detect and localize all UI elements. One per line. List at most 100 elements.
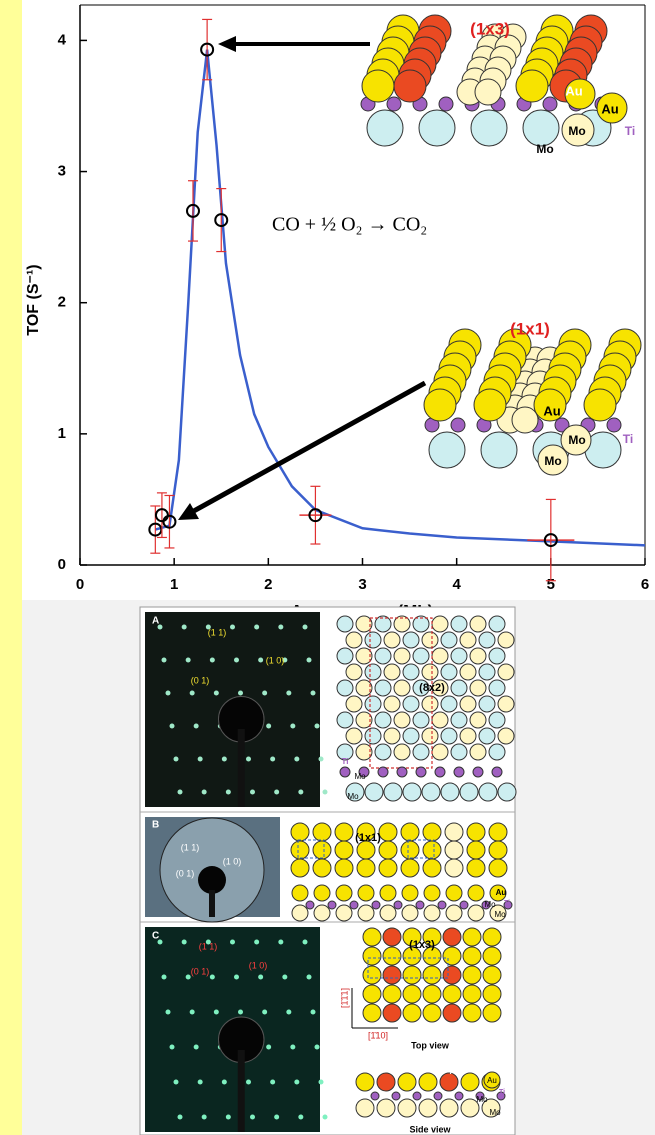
atom — [290, 840, 310, 860]
atom — [423, 388, 457, 422]
atom — [291, 884, 309, 902]
leed-spot — [201, 789, 207, 795]
atom — [402, 1003, 422, 1023]
label: Au — [565, 83, 582, 98]
leed-spot — [213, 1009, 219, 1015]
y-tick-label: 0 — [58, 556, 66, 573]
atom — [537, 444, 569, 476]
atom — [362, 1003, 382, 1023]
atom — [357, 884, 375, 902]
atom — [422, 965, 442, 985]
atom — [482, 984, 502, 1004]
atom — [412, 711, 430, 729]
atom — [422, 858, 442, 878]
atom — [473, 388, 507, 422]
atom — [459, 727, 477, 745]
atom — [383, 695, 401, 713]
atom — [377, 766, 389, 778]
atom — [444, 840, 464, 860]
atom — [418, 1072, 438, 1092]
atom — [466, 858, 486, 878]
atom — [376, 1072, 396, 1092]
atom — [533, 388, 567, 422]
leed-spot — [205, 939, 211, 945]
atom — [400, 858, 420, 878]
atom — [402, 782, 422, 802]
atom — [422, 1003, 442, 1023]
label: Mo — [484, 900, 496, 909]
leed-spot — [278, 624, 284, 630]
atom — [482, 927, 502, 947]
label: B — [152, 820, 159, 831]
atom — [467, 904, 485, 922]
atom — [440, 631, 458, 649]
x-tick-label: 1 — [170, 576, 178, 593]
label: Ti — [504, 900, 510, 907]
atom — [439, 1072, 459, 1092]
atom — [415, 766, 427, 778]
leed-spot — [262, 690, 268, 696]
atom — [497, 695, 515, 713]
label: Mo — [476, 1095, 488, 1104]
atom — [431, 615, 449, 633]
atom — [440, 695, 458, 713]
atom — [336, 679, 354, 697]
atom — [374, 679, 392, 697]
atom — [488, 840, 508, 860]
atom — [345, 727, 363, 745]
atom — [554, 417, 570, 433]
y-axis-label: TOF (S⁻¹) — [25, 264, 42, 335]
atom — [379, 904, 397, 922]
leed-spot — [189, 1009, 195, 1015]
label: Mo — [536, 142, 553, 156]
leed-spot — [298, 789, 304, 795]
atom — [362, 927, 382, 947]
atom — [402, 695, 420, 713]
label: Ti — [499, 1089, 505, 1096]
atom — [422, 984, 442, 1004]
arrowhead — [218, 36, 236, 52]
label: C — [152, 931, 159, 942]
atom — [459, 900, 469, 910]
atom — [312, 858, 332, 878]
leed-spot — [310, 1009, 316, 1015]
leed-spot — [157, 624, 163, 630]
atom — [462, 946, 482, 966]
leed-spot — [165, 1009, 171, 1015]
label: (1 0) — [266, 655, 285, 665]
atom — [355, 679, 373, 697]
atom — [422, 822, 442, 842]
leed-spot — [250, 789, 255, 795]
atom — [511, 406, 539, 434]
leed-spot — [209, 657, 215, 663]
atom — [453, 766, 465, 778]
leed-spot — [201, 1114, 207, 1120]
atom — [431, 711, 449, 729]
atom — [450, 615, 468, 633]
leed-spot — [274, 789, 280, 795]
atom — [496, 1091, 506, 1101]
atom — [364, 782, 384, 802]
atom — [459, 695, 477, 713]
label: Mo — [544, 454, 561, 468]
plot: 0 1 2 3 4 0 1 2 3 4 5 6 — [58, 18, 649, 593]
leed-spot — [161, 974, 167, 980]
atom — [382, 1003, 402, 1023]
atom — [488, 615, 506, 633]
data-point — [308, 508, 323, 523]
atom — [393, 743, 411, 761]
atom — [428, 431, 466, 469]
atom — [442, 946, 462, 966]
atom — [488, 679, 506, 697]
atom — [474, 78, 502, 106]
label: Mo — [354, 772, 366, 781]
atom — [364, 663, 382, 681]
reaction-annotation: CO + ½ O₂ → CO₂ — [272, 214, 427, 236]
atom — [466, 840, 486, 860]
atom — [470, 109, 508, 147]
leed-spot — [258, 657, 264, 663]
label: (1 1) — [208, 627, 227, 637]
atom — [442, 965, 462, 985]
atom — [472, 766, 484, 778]
